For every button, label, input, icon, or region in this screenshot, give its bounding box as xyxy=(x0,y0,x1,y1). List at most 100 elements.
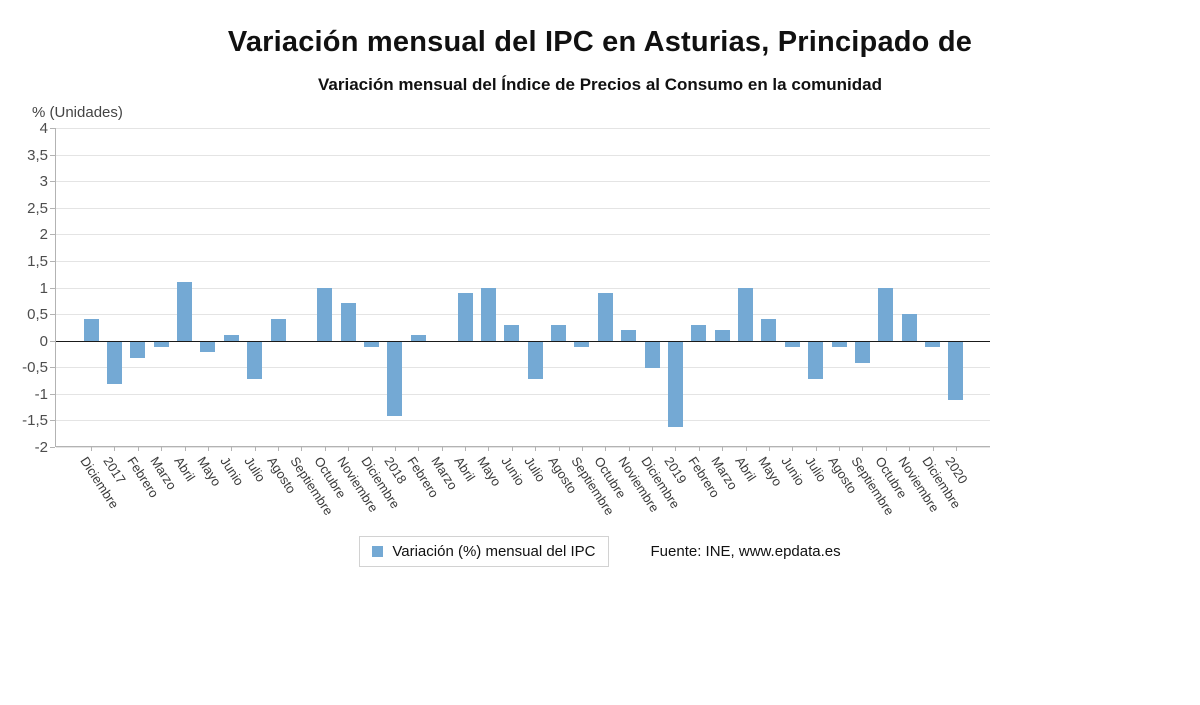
bar-Junio-18 xyxy=(504,324,520,341)
bar-Agosto-8 xyxy=(270,319,286,341)
x-tick-mark xyxy=(698,447,700,451)
bar-2019-25 xyxy=(667,341,683,427)
bar-Febrero-14 xyxy=(410,335,426,341)
bar-Octubre-34 xyxy=(878,287,894,341)
x-tick-mark xyxy=(301,447,303,451)
gridline xyxy=(56,287,990,289)
chart-title: Variación mensual del IPC en Asturias, P… xyxy=(227,26,973,58)
gridline xyxy=(56,420,990,422)
chart-subtitle: Variación mensual del Índice de Precios … xyxy=(318,75,882,94)
x-tick-mark xyxy=(348,447,350,451)
x-tick-mark xyxy=(652,447,654,451)
x-tick-mark xyxy=(371,447,373,451)
bar-2017-1 xyxy=(106,341,122,385)
x-tick-mark xyxy=(231,447,233,451)
x-tick-mark xyxy=(184,447,186,451)
zero-line xyxy=(56,340,990,342)
bar-Febrero-26 xyxy=(691,324,707,341)
y-tick-mark xyxy=(50,154,55,156)
y-tick-mark xyxy=(50,340,55,342)
bar-Julio-31 xyxy=(808,341,824,379)
x-tick-mark xyxy=(792,447,794,451)
x-tick-mark xyxy=(137,447,139,451)
x-tick-mark xyxy=(955,447,957,451)
x-tick-mark xyxy=(839,447,841,451)
bar-Diciembre-12 xyxy=(364,341,380,347)
x-axis-label: Junio xyxy=(778,454,809,489)
y-axis-tick-label: 0,5 xyxy=(27,306,48,324)
bar-2020-37 xyxy=(948,341,964,401)
bar-Diciembre-24 xyxy=(644,341,660,369)
bar-Julio-19 xyxy=(527,341,543,379)
x-tick-mark xyxy=(535,447,537,451)
x-tick-mark xyxy=(394,447,396,451)
x-tick-mark xyxy=(511,447,513,451)
y-axis: 4 3,5 3 2,5 2 1,5 1 0,5 0 -0,5 -1 -1,5 -2 xyxy=(0,120,48,456)
x-tick-mark xyxy=(324,447,326,451)
x-tick-mark xyxy=(605,447,607,451)
y-axis-tick-label: 1,5 xyxy=(27,252,48,270)
y-axis-tick-label: 3 xyxy=(39,173,48,191)
bar-Abril-16 xyxy=(457,292,473,341)
gridline xyxy=(56,367,990,369)
x-tick-mark xyxy=(278,447,280,451)
x-tick-mark xyxy=(815,447,817,451)
x-tick-mark xyxy=(488,447,490,451)
bar-Diciembre-0 xyxy=(83,319,99,341)
gridline xyxy=(56,181,990,183)
gridline xyxy=(56,314,990,316)
y-tick-mark xyxy=(50,287,55,289)
x-tick-mark xyxy=(161,447,163,451)
y-axis-tick-label: -1 xyxy=(34,385,48,403)
x-tick-mark xyxy=(441,447,443,451)
bar-Julio-7 xyxy=(247,341,263,379)
legend: Variación (%) mensual del IPC Fuente: IN… xyxy=(0,536,1200,567)
bar-2018-13 xyxy=(387,341,403,417)
bar-Diciembre-36 xyxy=(925,341,941,347)
legend-label: Variación (%) mensual del IPC xyxy=(392,543,596,560)
bar-Marzo-3 xyxy=(153,341,169,347)
y-axis-tick-label: 2,5 xyxy=(27,199,48,217)
legend-item: Variación (%) mensual del IPC xyxy=(359,536,609,567)
bar-Noviembre-35 xyxy=(901,314,917,341)
bar-Octubre-10 xyxy=(317,287,333,341)
bar-Noviembre-23 xyxy=(621,330,637,341)
x-tick-mark xyxy=(418,447,420,451)
bar-Mayo-17 xyxy=(480,287,496,341)
y-axis-unit-label: % (Unidades) xyxy=(32,104,123,121)
x-tick-mark xyxy=(885,447,887,451)
gridline xyxy=(56,234,990,236)
x-tick-mark xyxy=(745,447,747,451)
y-tick-mark xyxy=(50,314,55,316)
y-tick-mark xyxy=(50,367,55,369)
bar-Abril-28 xyxy=(738,287,754,341)
y-axis-tick-label: 0 xyxy=(39,332,48,350)
gridline xyxy=(56,260,990,262)
gridline xyxy=(56,447,990,448)
y-tick-mark xyxy=(50,393,55,395)
gridline xyxy=(56,154,990,156)
plot-area xyxy=(50,128,990,451)
y-axis-tick-label: -0,5 xyxy=(22,359,48,377)
gridline xyxy=(56,393,990,395)
bar-Noviembre-11 xyxy=(340,303,356,341)
y-tick-mark xyxy=(50,207,55,209)
x-tick-mark xyxy=(909,447,911,451)
x-axis-label: Mayo xyxy=(474,454,505,489)
x-axis-label: Junio xyxy=(217,454,248,489)
legend-swatch-icon xyxy=(372,546,384,557)
y-axis-tick-label: 2 xyxy=(39,226,48,244)
y-axis-tick-label: -2 xyxy=(34,439,48,456)
bar-Agosto-20 xyxy=(551,324,567,341)
y-tick-mark xyxy=(50,260,55,262)
x-axis-label: Junio xyxy=(498,454,528,489)
gridline xyxy=(56,128,990,129)
x-tick-mark xyxy=(558,447,560,451)
bar-Junio-30 xyxy=(784,341,800,347)
x-tick-mark xyxy=(675,447,677,451)
gridline xyxy=(56,207,990,209)
y-tick-mark xyxy=(50,128,55,129)
bar-Junio-6 xyxy=(223,335,239,341)
x-tick-mark xyxy=(768,447,770,451)
